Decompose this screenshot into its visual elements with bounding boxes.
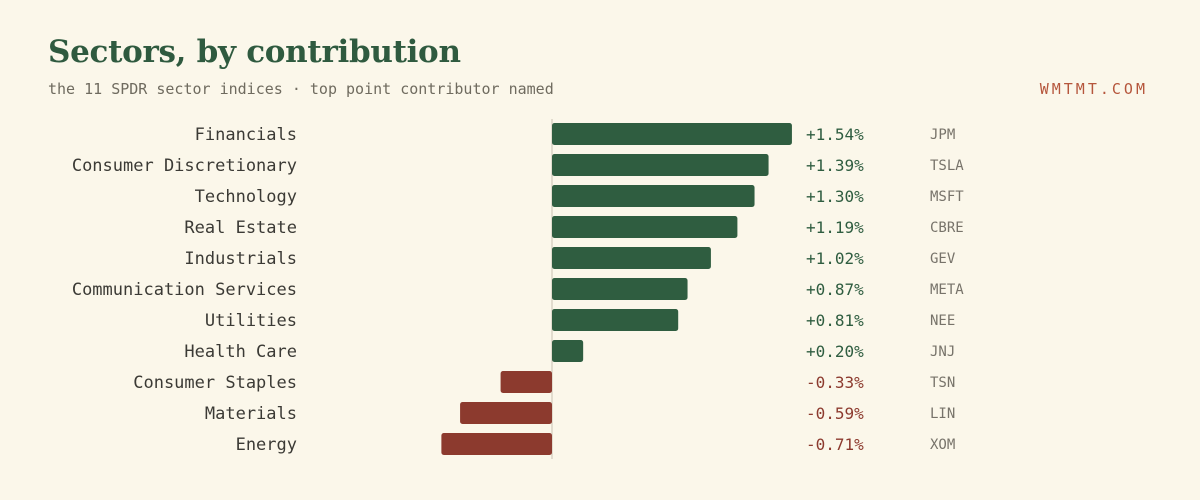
ticker-label: CBRE (930, 220, 964, 236)
bar (552, 123, 792, 145)
bar (552, 154, 769, 176)
bar (552, 185, 755, 207)
ticker-label: GEV (930, 251, 956, 267)
ticker-label: MSFT (930, 189, 964, 205)
chart-subtitle: the 11 SPDR sector indices · top point c… (48, 80, 554, 98)
bar (552, 247, 711, 269)
category-label: Materials (205, 404, 297, 424)
ticker-label: TSN (930, 375, 955, 391)
category-label: Consumer Staples (133, 373, 297, 393)
brand-link[interactable]: WMTMT.COM (1039, 80, 1148, 98)
category-label: Consumer Discretionary (72, 156, 297, 176)
category-label: Health Care (184, 342, 297, 362)
bar (552, 216, 738, 238)
ticker-label: JNJ (930, 344, 955, 360)
category-label: Technology (195, 187, 297, 207)
value-label: +0.87% (806, 280, 864, 299)
value-label: +1.39% (806, 156, 864, 175)
bar (460, 402, 552, 424)
value-label: -0.59% (806, 404, 864, 423)
category-label: Industrials (184, 249, 297, 269)
ticker-label: META (930, 282, 964, 298)
category-label: Utilities (205, 311, 297, 331)
bar (500, 371, 552, 393)
value-label: +1.19% (806, 218, 864, 237)
category-label: Communication Services (72, 280, 297, 300)
category-label: Energy (236, 435, 297, 455)
value-label: +1.30% (806, 187, 864, 206)
ticker-label: JPM (930, 127, 955, 143)
bar (552, 340, 584, 362)
category-label: Financials (195, 125, 297, 145)
chart-title: Sectors, by contribution (48, 34, 461, 70)
value-label: +1.02% (806, 249, 864, 268)
ticker-label: LIN (930, 406, 955, 422)
bar (552, 278, 688, 300)
value-label: -0.33% (806, 373, 864, 392)
bar (552, 309, 679, 331)
value-label: -0.71% (806, 435, 864, 454)
ticker-label: XOM (930, 437, 955, 453)
ticker-label: NEE (930, 313, 955, 329)
bar (441, 433, 552, 455)
category-label: Real Estate (184, 218, 297, 238)
value-label: +0.20% (806, 342, 864, 361)
ticker-label: TSLA (930, 158, 964, 174)
value-label: +1.54% (806, 125, 864, 144)
value-label: +0.81% (806, 311, 864, 330)
